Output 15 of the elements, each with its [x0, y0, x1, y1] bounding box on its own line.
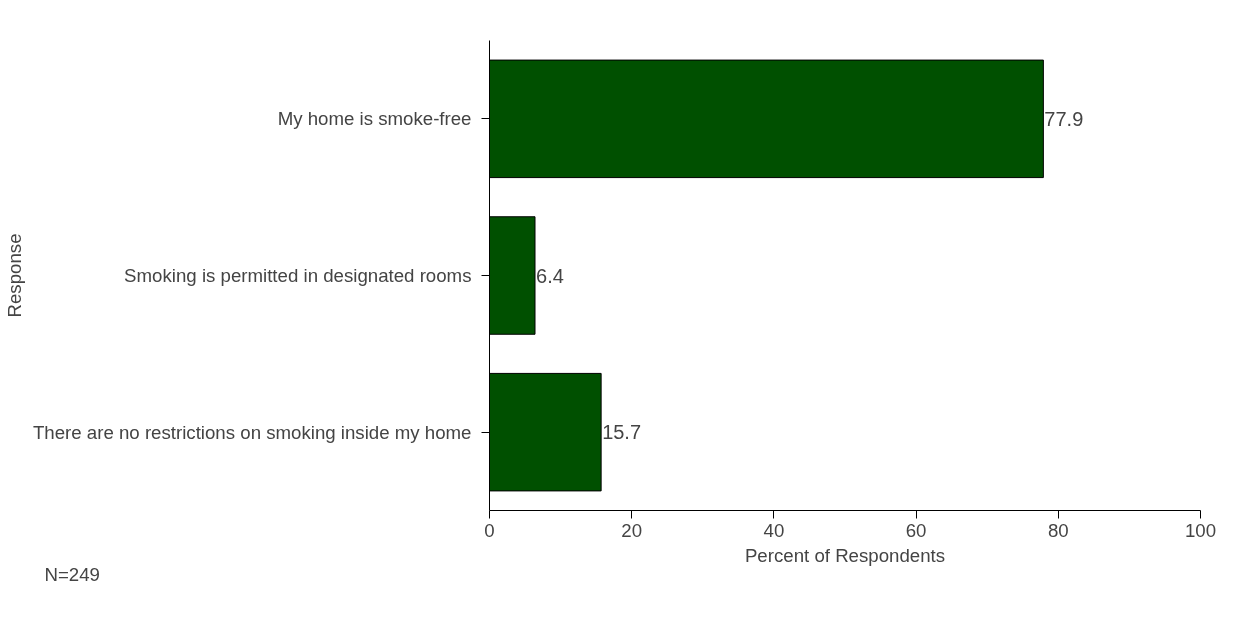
x-tick-label: 0 [484, 519, 495, 541]
x-tick-label: 80 [1047, 519, 1069, 541]
x-axis-title: Percent of Respondents [744, 544, 946, 566]
data-label: 6.4 [536, 264, 564, 287]
x-tick-label: 100 [1184, 519, 1217, 541]
y-tick-label: Smoking is permitted in designated rooms [124, 265, 472, 286]
y-tick-label: There are no restrictions on smoking inside my home [32, 421, 472, 443]
data-label: 77.9 [1044, 107, 1084, 130]
data-label: 15.7 [602, 421, 642, 444]
y-tick-label: My home is smoke-free [277, 108, 472, 130]
y-axis-title: Response [3, 233, 25, 318]
x-tick-label: 40 [763, 519, 785, 541]
text: N=249 [44, 563, 100, 585]
x-tick-label: 20 [621, 519, 643, 541]
x-tick-label: 60 [905, 519, 927, 541]
